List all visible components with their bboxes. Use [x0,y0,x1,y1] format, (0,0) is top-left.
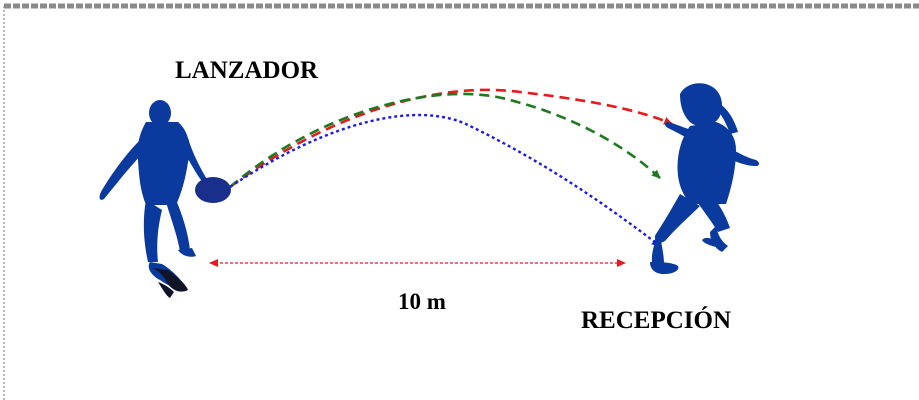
frisbee-disc-icon [195,177,231,203]
distance-label: 10 m [398,289,446,314]
trajectory-low-arrow [229,113,661,247]
receiver-silhouette-icon [650,83,759,274]
thrower-silhouette-icon [99,100,209,289]
thrower-feet-shadow [152,268,188,298]
trajectory-high-arrow [229,88,673,189]
thrower-label: LANZADOR [175,57,319,84]
trajectory-mid-arrow [229,92,661,188]
receiver-label: RECEPCIÓN [581,307,732,334]
